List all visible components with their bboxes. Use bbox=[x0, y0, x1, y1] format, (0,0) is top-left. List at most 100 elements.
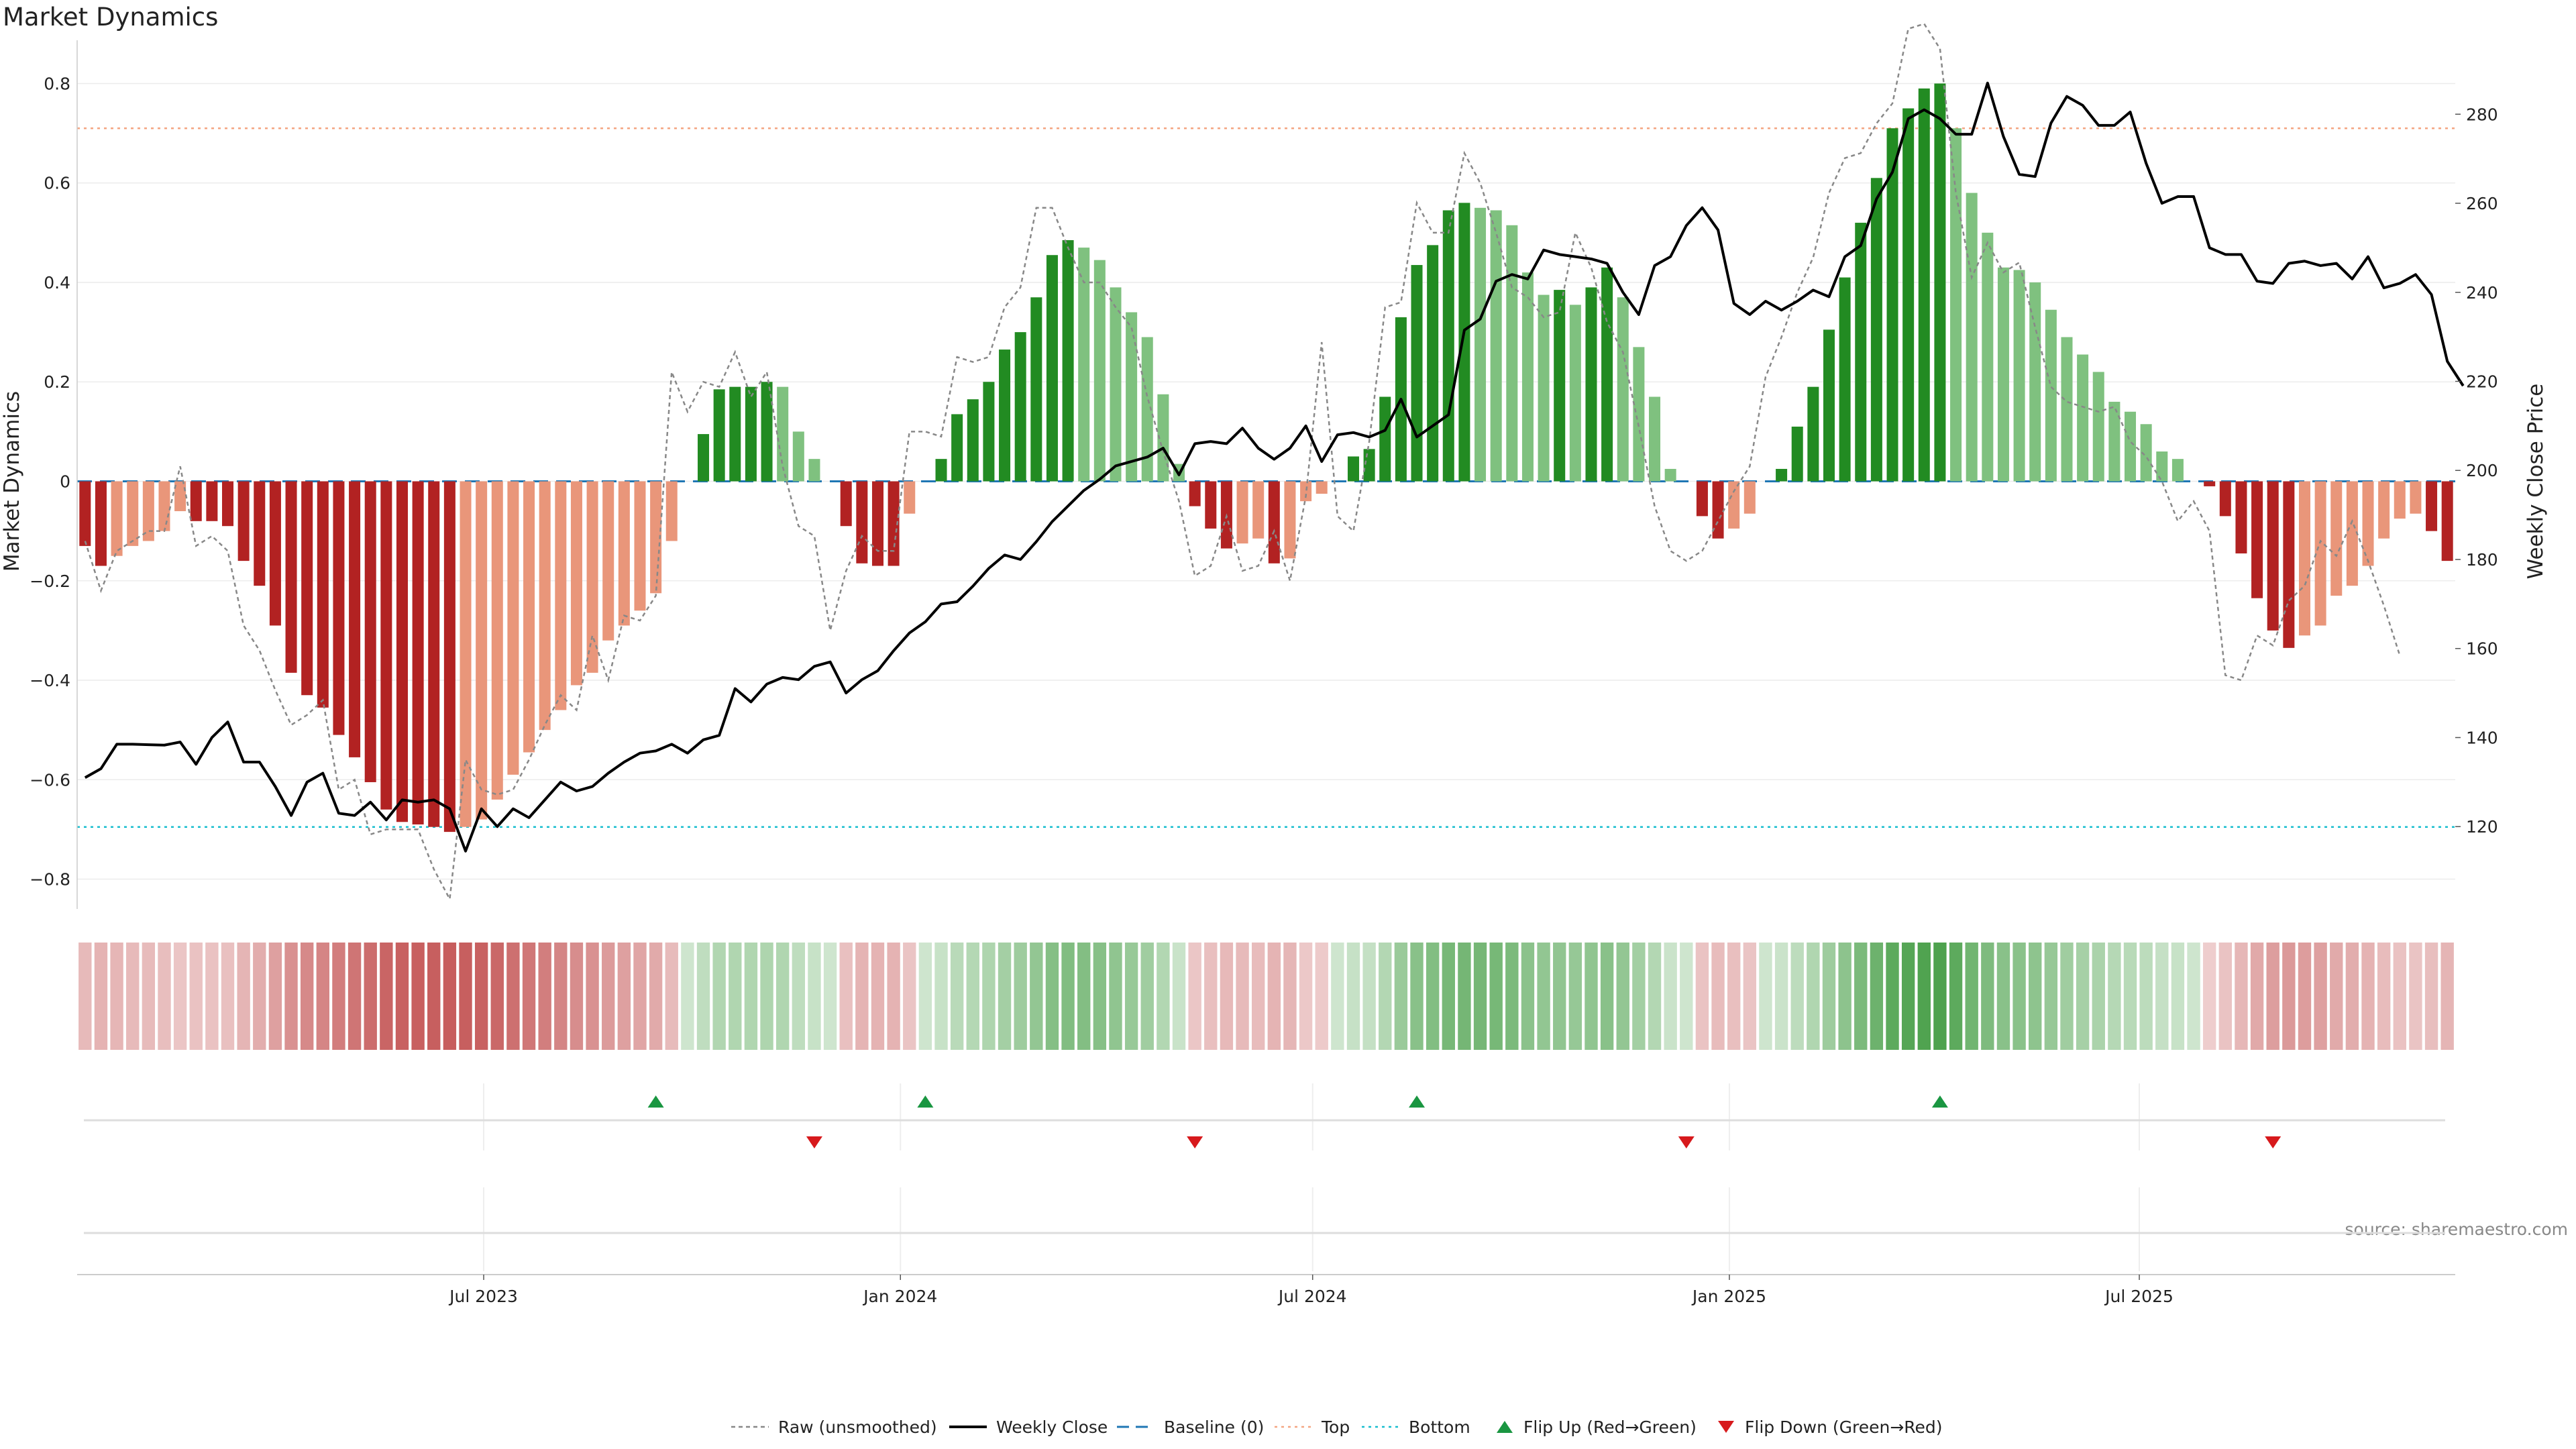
x-tick-label: Jul 2025 bbox=[2104, 1287, 2174, 1306]
legend-item: Flip Up (Red→Green) bbox=[1497, 1417, 1697, 1437]
momentum-bar bbox=[1966, 193, 1978, 482]
heat-cell bbox=[158, 943, 171, 1050]
heat-cell bbox=[744, 943, 758, 1050]
momentum-bar bbox=[555, 481, 567, 710]
momentum-bar bbox=[1078, 248, 1090, 482]
legend-label: Flip Up (Red→Green) bbox=[1523, 1417, 1697, 1437]
momentum-bar bbox=[158, 481, 170, 531]
heat-cell bbox=[268, 943, 282, 1050]
momentum-bar bbox=[460, 481, 472, 827]
heat-cell bbox=[823, 943, 837, 1050]
heat-cell bbox=[839, 943, 853, 1050]
flip-down-marker bbox=[1187, 1136, 1203, 1148]
heat-cell bbox=[2108, 943, 2121, 1050]
heat-cell bbox=[1648, 943, 1662, 1050]
heat-cell bbox=[1061, 943, 1075, 1050]
momentum-bar bbox=[317, 481, 329, 708]
legend: Raw (unsmoothed) Weekly Close Baseline (0)… bbox=[731, 1417, 1943, 1437]
momentum-bar bbox=[174, 481, 186, 511]
heat-cell bbox=[1695, 943, 1709, 1050]
momentum-bar bbox=[1823, 329, 1835, 482]
momentum-bar bbox=[396, 481, 408, 822]
heat-cell bbox=[665, 943, 678, 1050]
momentum-bar bbox=[2140, 424, 2152, 482]
x-tick-label: Jul 2024 bbox=[1277, 1287, 1347, 1306]
momentum-bar bbox=[190, 481, 202, 521]
heat-cell bbox=[443, 943, 457, 1050]
heat-cell bbox=[2155, 943, 2169, 1050]
heat-cell bbox=[411, 943, 425, 1050]
heat-cell bbox=[253, 943, 266, 1050]
flip-up-marker bbox=[1409, 1095, 1426, 1108]
heat-cell bbox=[1949, 943, 1963, 1050]
momentum-bar bbox=[507, 481, 519, 775]
momentum-bar bbox=[570, 481, 582, 686]
momentum-bar bbox=[1521, 272, 1534, 482]
momentum-bar bbox=[2204, 481, 2216, 486]
momentum-bar bbox=[1379, 396, 1391, 482]
heat-cell bbox=[1917, 943, 1931, 1050]
legend-item: Bottom bbox=[1362, 1417, 1470, 1437]
heat-cell bbox=[2409, 943, 2422, 1050]
momentum-bar bbox=[2267, 481, 2279, 631]
x-tick-label: Jan 2024 bbox=[862, 1287, 937, 1306]
momentum-bar bbox=[808, 459, 820, 482]
y2-tick-label: 240 bbox=[2466, 283, 2498, 303]
heat-cell bbox=[1521, 943, 1535, 1050]
momentum-bar bbox=[1411, 265, 1423, 482]
y-tick-label: 0.2 bbox=[44, 372, 70, 392]
momentum-bar bbox=[1316, 481, 1328, 494]
momentum-bar bbox=[1554, 290, 1566, 482]
heat-cell bbox=[2330, 943, 2343, 1050]
momentum-bar bbox=[1347, 456, 1359, 482]
heat-cell bbox=[1870, 943, 1884, 1050]
heat-cell bbox=[1394, 943, 1408, 1050]
momentum-bar bbox=[1236, 481, 1248, 544]
momentum-bar bbox=[1014, 332, 1026, 482]
heat-cell bbox=[1379, 943, 1392, 1050]
momentum-bar bbox=[380, 481, 392, 810]
chart-title: Market Dynamics bbox=[3, 3, 219, 32]
weekly-close-line bbox=[84, 81, 2465, 853]
flip-markers: Jul 2023 Jan 2024 Jul 2024 Jan 2025 Jul 2025 bbox=[77, 1083, 2455, 1306]
momentum-bar bbox=[745, 386, 757, 482]
momentum-bar bbox=[729, 386, 741, 482]
momentum-bar bbox=[412, 481, 424, 824]
legend-item: Raw (unsmoothed) bbox=[731, 1417, 937, 1437]
heat-cell bbox=[775, 943, 790, 1050]
momentum-bar bbox=[983, 382, 995, 482]
heat-cell bbox=[2044, 943, 2058, 1050]
momentum-bar bbox=[1126, 312, 1138, 482]
heat-cell bbox=[696, 943, 710, 1050]
heat-cell bbox=[173, 943, 187, 1050]
heat-cell bbox=[1664, 943, 1677, 1050]
momentum-bar bbox=[2314, 481, 2326, 626]
heat-cell bbox=[1077, 943, 1091, 1050]
flip-up-marker bbox=[647, 1095, 664, 1108]
heat-cell bbox=[1140, 943, 1154, 1050]
heat-cell bbox=[1838, 943, 1851, 1050]
heat-cell bbox=[1220, 943, 1234, 1050]
heat-cell bbox=[2060, 943, 2074, 1050]
momentum-bar bbox=[1870, 178, 1882, 482]
heat-cell bbox=[1236, 943, 1249, 1050]
momentum-bar bbox=[1189, 481, 1201, 506]
momentum-bar bbox=[2013, 270, 2025, 482]
momentum-bar bbox=[1474, 207, 1487, 482]
heat-cell bbox=[1030, 943, 1043, 1050]
heat-cell bbox=[1996, 943, 2010, 1050]
momentum-bar bbox=[269, 481, 281, 626]
y-tick-label: −0.4 bbox=[30, 671, 70, 690]
heat-cell bbox=[332, 943, 345, 1050]
heat-cell bbox=[2076, 943, 2090, 1050]
momentum-bar bbox=[1997, 267, 2009, 482]
heat-cell bbox=[205, 943, 219, 1050]
flip-down-marker bbox=[1678, 1136, 1695, 1148]
heat-cell bbox=[142, 943, 156, 1050]
source-credit: source: sharemaestro.com bbox=[2345, 1220, 2569, 1239]
heat-cell bbox=[1553, 943, 1566, 1050]
heat-cell bbox=[1759, 943, 1772, 1050]
heat-cell bbox=[126, 943, 140, 1050]
momentum-bar bbox=[1569, 305, 1581, 482]
heat-cell bbox=[808, 943, 821, 1050]
